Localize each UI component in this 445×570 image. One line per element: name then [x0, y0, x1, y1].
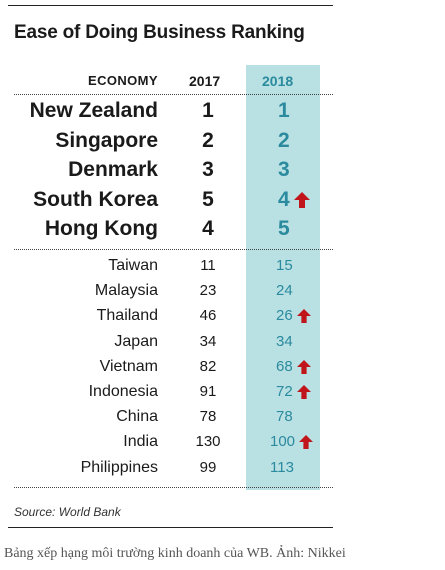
header-2017: 2017	[189, 73, 221, 89]
rank-2018: 113	[270, 459, 294, 476]
up-arrow-icon	[299, 435, 314, 450]
top-rule	[8, 5, 333, 6]
rank-2017: 4	[202, 217, 214, 240]
economy-name: Hong Kong	[44, 217, 158, 240]
rank-2018-value: 113	[270, 458, 294, 476]
rank-2017: 82	[199, 357, 217, 375]
rank-2017: 78	[199, 408, 217, 426]
rank-2018-value: 24	[276, 282, 293, 300]
economy-name: Denmark	[68, 158, 158, 181]
economy-name: Malaysia	[94, 282, 158, 300]
section-divider	[14, 249, 333, 250]
rank-2018: 78	[276, 408, 293, 425]
source-note: Source: World Bank	[14, 505, 121, 519]
economy-name: Thailand	[96, 307, 158, 325]
economy-name: Japan	[114, 332, 158, 350]
rank-2018: 100	[270, 433, 314, 451]
rank-2018-value: 26	[276, 307, 293, 325]
header-economy: ECONOMY	[88, 73, 158, 88]
header-divider	[14, 94, 333, 95]
economy-name: New Zealand	[29, 99, 158, 122]
rank-2018-value: 5	[278, 217, 290, 240]
ranking-table-card: Ease of Doing Business Ranking ECONOMY 2…	[8, 5, 333, 528]
rank-2017: 2	[202, 128, 214, 152]
economy-name: China	[116, 408, 158, 426]
rank-2017: 99	[199, 458, 217, 476]
rank-2017: 3	[202, 158, 214, 181]
bottom-rule	[8, 527, 333, 528]
rank-2018-value: 3	[278, 158, 290, 181]
rank-2018: 34	[276, 333, 293, 350]
economy-name: South Korea	[33, 187, 158, 211]
bottom-divider	[14, 487, 333, 488]
rank-2018-value: 15	[276, 257, 293, 274]
rank-2017: 11	[200, 257, 216, 274]
image-caption: Bảng xếp hạng môi trường kinh doanh của …	[4, 546, 346, 561]
rank-2018: 15	[276, 257, 293, 274]
rank-2017: 46	[199, 307, 217, 325]
rank-2018: 26	[276, 307, 311, 324]
economy-name: Taiwan	[108, 257, 158, 274]
rank-2017: 130	[195, 433, 221, 451]
rank-2018: 3	[278, 158, 290, 182]
rank-2018-value: 100	[270, 433, 296, 451]
up-arrow-icon	[296, 359, 311, 374]
rank-2018: 72	[276, 383, 311, 400]
rank-2018: 68	[276, 358, 311, 375]
rank-2017: 5	[202, 187, 214, 211]
rank-2017: 23	[199, 282, 217, 300]
up-arrow-icon	[296, 309, 311, 324]
economy-name: Singapore	[55, 128, 158, 152]
economy-name: Indonesia	[88, 383, 158, 400]
economy-name: Vietnam	[99, 357, 158, 375]
up-arrow-icon	[293, 191, 310, 208]
economy-name: India	[123, 433, 158, 451]
rank-2018-value: 1	[278, 99, 290, 122]
rank-2018: 2	[278, 129, 290, 153]
rank-2018: 1	[278, 99, 290, 123]
rank-2018-value: 2	[278, 128, 290, 152]
header-2018: 2018	[262, 73, 294, 89]
rank-2017: 91	[199, 383, 217, 400]
rank-2018-value: 68	[276, 357, 293, 375]
rank-2018: 24	[276, 282, 293, 299]
rank-2018-value: 34	[276, 332, 293, 350]
column-2018-highlight	[246, 65, 320, 490]
rank-2018: 5	[278, 217, 290, 241]
rank-2018-value: 4	[278, 187, 290, 211]
rank-2018-value: 72	[276, 383, 293, 400]
rank-2018-value: 78	[276, 408, 293, 426]
up-arrow-icon	[296, 385, 311, 400]
rank-2017: 34	[199, 332, 217, 350]
chart-title: Ease of Doing Business Ranking	[14, 22, 305, 43]
rank-2018: 4	[278, 188, 310, 212]
rank-2017: 1	[202, 99, 214, 122]
economy-name: Philippines	[80, 458, 158, 476]
